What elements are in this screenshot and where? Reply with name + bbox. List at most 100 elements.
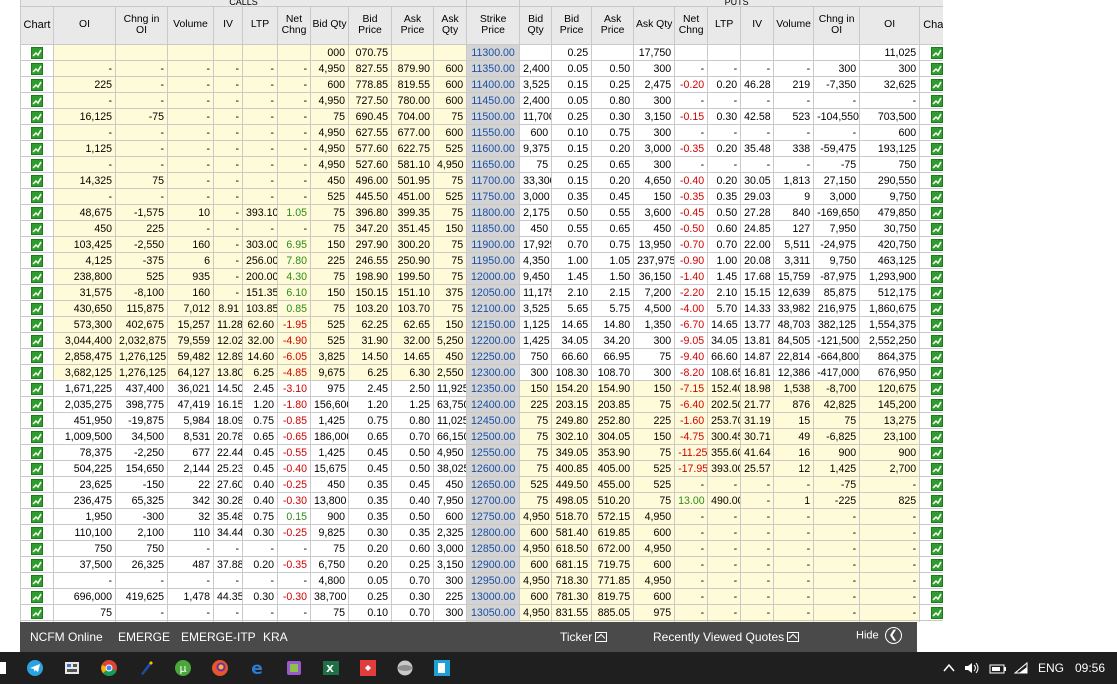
chart-icon[interactable] bbox=[31, 206, 43, 219]
chart-icon[interactable] bbox=[31, 158, 43, 171]
chart-icon[interactable] bbox=[31, 526, 43, 539]
anydesk-icon[interactable] bbox=[360, 660, 376, 676]
hide-button[interactable]: Hide ❮ bbox=[856, 627, 902, 644]
chart-icon[interactable] bbox=[31, 94, 43, 107]
emerge-link[interactable]: EMERGE bbox=[118, 630, 171, 644]
chart-icon[interactable] bbox=[930, 414, 943, 427]
files-icon[interactable] bbox=[434, 660, 450, 676]
chart-icon[interactable] bbox=[930, 382, 943, 395]
chart-icon[interactable] bbox=[930, 302, 943, 315]
chevron-up-icon[interactable] bbox=[942, 661, 958, 677]
strike-price-link[interactable]: 11950.00 bbox=[466, 252, 521, 269]
ncfm-online-link[interactable]: NCFM Online bbox=[30, 630, 103, 644]
strike-price-link[interactable]: 12050.00 bbox=[466, 284, 521, 301]
strike-price-link[interactable]: 12600.00 bbox=[466, 460, 521, 477]
chart-icon[interactable] bbox=[930, 78, 943, 91]
telegram-icon[interactable] bbox=[27, 660, 43, 676]
chart-icon[interactable] bbox=[31, 398, 43, 411]
strike-price-link[interactable]: 13000.00 bbox=[466, 588, 521, 605]
chart-icon[interactable] bbox=[930, 190, 943, 203]
chart-icon[interactable] bbox=[930, 478, 943, 491]
chart-icon[interactable] bbox=[31, 382, 43, 395]
chart-icon[interactable] bbox=[930, 574, 943, 587]
chart-icon[interactable] bbox=[31, 414, 43, 427]
chart-icon[interactable] bbox=[31, 606, 43, 619]
chart-icon[interactable] bbox=[930, 462, 943, 475]
option-chain-scroll[interactable]: CALLS PUTS Chart OI Chng in OI Volume IV LTP N… bbox=[20, 0, 943, 622]
chart-icon[interactable] bbox=[930, 398, 943, 411]
chart-icon[interactable] bbox=[31, 430, 43, 443]
strike-price-link[interactable]: 12700.00 bbox=[466, 492, 521, 509]
kra-link[interactable]: KRA bbox=[263, 630, 288, 644]
strike-price-link[interactable]: 11700.00 bbox=[466, 172, 521, 189]
clock[interactable]: 09:56 bbox=[1075, 661, 1106, 675]
chrome-icon[interactable] bbox=[101, 660, 117, 676]
emerge-itp-link[interactable]: EMERGE-ITP bbox=[181, 630, 256, 644]
strike-price-link[interactable]: 12150.00 bbox=[466, 316, 521, 333]
chart-icon[interactable] bbox=[31, 478, 43, 491]
chart-icon[interactable] bbox=[930, 494, 943, 507]
strike-price-link[interactable]: 12300.00 bbox=[466, 364, 521, 381]
disk-icon[interactable] bbox=[397, 660, 413, 676]
chart-icon[interactable] bbox=[31, 510, 43, 523]
strike-price-link[interactable]: 13050.00 bbox=[466, 604, 521, 621]
recently-viewed-quotes-button[interactable]: Recently Viewed Quotes bbox=[653, 630, 800, 644]
strike-price-link[interactable]: 11400.00 bbox=[466, 76, 521, 93]
chart-icon[interactable] bbox=[930, 590, 943, 603]
chart-icon[interactable] bbox=[930, 350, 943, 363]
chart-icon[interactable] bbox=[930, 222, 943, 235]
chart-icon[interactable] bbox=[930, 46, 943, 59]
excel-icon[interactable]: X bbox=[323, 660, 339, 676]
strike-price-link[interactable]: 12400.00 bbox=[466, 396, 521, 413]
chart-icon[interactable] bbox=[930, 542, 943, 555]
strike-price-link[interactable]: 12650.00 bbox=[466, 476, 521, 493]
edge-icon[interactable]: e bbox=[249, 659, 265, 679]
chart-icon[interactable] bbox=[31, 286, 43, 299]
chart-icon[interactable] bbox=[930, 142, 943, 155]
strike-price-link[interactable]: 11550.00 bbox=[466, 124, 521, 141]
chart-icon[interactable] bbox=[930, 62, 943, 75]
chart-icon[interactable] bbox=[31, 222, 43, 235]
strike-price-link[interactable]: 11900.00 bbox=[466, 236, 521, 253]
strike-price-link[interactable]: 11750.00 bbox=[466, 188, 521, 205]
strike-price-link[interactable]: 12200.00 bbox=[466, 332, 521, 349]
strike-price-link[interactable]: 11800.00 bbox=[466, 204, 521, 221]
strike-price-link[interactable]: 11350.00 bbox=[466, 60, 521, 77]
strike-price-link[interactable]: 12900.00 bbox=[466, 556, 521, 573]
chart-icon[interactable] bbox=[930, 206, 943, 219]
chart-icon[interactable] bbox=[930, 254, 943, 267]
strike-price-link[interactable]: 12350.00 bbox=[466, 380, 521, 397]
strike-price-link[interactable]: 12250.00 bbox=[466, 348, 521, 365]
chart-icon[interactable] bbox=[930, 606, 943, 619]
chart-icon[interactable] bbox=[31, 462, 43, 475]
chart-icon[interactable] bbox=[31, 190, 43, 203]
chart-icon[interactable] bbox=[31, 542, 43, 555]
chart-icon[interactable] bbox=[31, 174, 43, 187]
chart-icon[interactable] bbox=[31, 318, 43, 331]
chart-icon[interactable] bbox=[31, 46, 43, 59]
battery-icon[interactable] bbox=[989, 662, 1006, 678]
strike-price-link[interactable]: 12950.00 bbox=[466, 572, 521, 589]
chart-icon[interactable] bbox=[930, 558, 943, 571]
ticker-button[interactable]: Ticker bbox=[560, 630, 608, 644]
chart-icon[interactable] bbox=[930, 94, 943, 107]
chart-icon[interactable] bbox=[930, 334, 943, 347]
chart-icon[interactable] bbox=[930, 110, 943, 123]
chart-icon[interactable] bbox=[930, 510, 943, 523]
chart-icon[interactable] bbox=[930, 446, 943, 459]
chart-icon[interactable] bbox=[930, 526, 943, 539]
chart-icon[interactable] bbox=[930, 238, 943, 251]
chart-icon[interactable] bbox=[31, 126, 43, 139]
chart-icon[interactable] bbox=[31, 350, 43, 363]
chart-icon[interactable] bbox=[31, 110, 43, 123]
strike-price-link[interactable]: 12550.00 bbox=[466, 444, 521, 461]
strike-price-link[interactable]: 11300.00 bbox=[466, 44, 521, 61]
speaker-icon[interactable] bbox=[964, 661, 980, 677]
chart-icon[interactable] bbox=[31, 446, 43, 459]
chart-icon[interactable] bbox=[930, 430, 943, 443]
firefox-icon[interactable] bbox=[212, 660, 228, 676]
strike-price-link[interactable]: 11500.00 bbox=[466, 108, 521, 125]
chart-icon[interactable] bbox=[930, 318, 943, 331]
chart-icon[interactable] bbox=[31, 238, 43, 251]
utorrent-icon[interactable]: μ bbox=[175, 660, 191, 676]
